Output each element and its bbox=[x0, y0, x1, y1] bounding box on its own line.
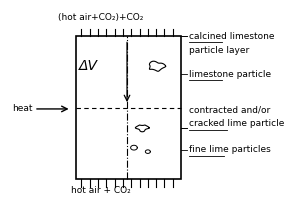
Polygon shape bbox=[130, 145, 137, 150]
Polygon shape bbox=[149, 61, 166, 71]
Text: calcined limestone: calcined limestone bbox=[190, 32, 275, 41]
Text: fine lime particles: fine lime particles bbox=[190, 145, 271, 154]
Text: limestone particle: limestone particle bbox=[190, 70, 272, 79]
Text: ΔV: ΔV bbox=[79, 59, 98, 73]
Text: contracted and/or: contracted and/or bbox=[190, 105, 271, 114]
Text: cracked lime particle: cracked lime particle bbox=[190, 119, 285, 128]
Text: particle layer: particle layer bbox=[190, 46, 250, 55]
Bar bbox=[76, 36, 181, 179]
Text: (hot air+CO₂)+CO₂: (hot air+CO₂)+CO₂ bbox=[58, 13, 143, 22]
Text: heat: heat bbox=[12, 104, 32, 113]
Polygon shape bbox=[145, 150, 150, 153]
Text: hot air + CO₂: hot air + CO₂ bbox=[71, 186, 130, 195]
Polygon shape bbox=[135, 125, 149, 132]
